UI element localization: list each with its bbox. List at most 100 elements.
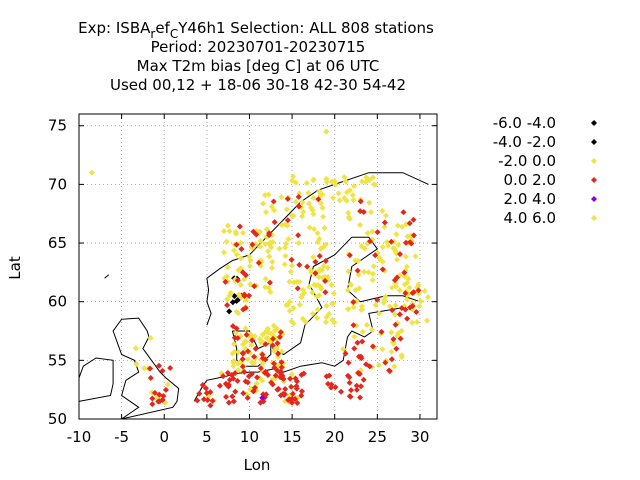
data-point [328,384,335,391]
data-point [278,364,285,371]
data-point [276,245,283,252]
data-point [390,340,397,347]
data-point [266,232,273,239]
y-tick-label: 55 [48,351,67,369]
legend-label: -4.0 -2.0 [493,133,556,151]
data-point [249,244,256,251]
data-point [417,298,424,305]
data-point [381,223,388,230]
data-point [393,345,400,352]
coastline-segment [104,274,110,279]
data-point [316,235,323,242]
data-point [351,333,358,340]
data-point [280,390,287,397]
data-point [203,389,210,396]
data-point [287,268,294,275]
data-point [238,246,245,253]
x-tick-label: 30 [410,428,429,446]
data-point [262,275,269,282]
data-point [241,368,248,375]
data-point [348,387,355,394]
data-point [412,253,419,260]
data-point [376,362,383,369]
data-point [283,206,290,213]
data-point [234,377,241,384]
data-point [234,277,241,284]
data-point [194,397,201,404]
data-point [379,258,386,265]
data-point [228,372,235,379]
y-tick-label: 65 [48,234,67,252]
data-point [318,285,325,292]
data-point [413,309,420,316]
data-point [415,290,422,297]
data-point [303,180,310,187]
data-point [289,399,296,406]
data-point [332,181,339,188]
data-point [288,262,295,269]
data-point [282,385,289,392]
data-point [288,212,295,219]
data-point [257,399,264,406]
data-point [394,222,401,229]
coastline-segment [193,359,344,402]
data-point [397,251,404,258]
data-point [345,306,352,313]
data-point [346,252,353,259]
data-point [230,398,237,405]
data-point [346,215,353,222]
legend-marker [591,120,597,126]
data-point [269,258,276,265]
data-point [392,321,399,328]
grid [79,114,437,419]
data-point [404,315,411,322]
data-point [307,267,314,274]
data-point [415,287,422,294]
data-point [257,365,264,372]
data-point [357,383,364,390]
data-point [379,346,386,353]
data-point [374,229,381,236]
data-point [326,310,333,317]
data-point [322,257,329,264]
data-point [310,176,317,183]
data-point [379,207,386,214]
data-point [354,267,361,274]
data-point [244,356,251,363]
data-point [250,228,257,235]
data-point [395,330,402,337]
y-tick-label: 70 [48,175,67,193]
data-point [367,238,374,245]
data-point [382,359,389,366]
data-point [266,279,273,286]
data-point [409,303,416,310]
data-point [351,183,358,190]
data-point [357,208,364,215]
data-point [251,283,258,290]
chart-title-line-3: Max T2m bias [deg C] at 06 UTC [137,57,380,75]
data-point [342,350,349,357]
data-point [308,204,315,211]
data-point [322,319,329,326]
data-point [402,253,409,260]
data-point [410,289,417,296]
data-point [299,199,306,206]
data-point [404,233,411,240]
data-point [287,375,294,382]
data-point [309,310,316,317]
data-point [416,303,423,310]
data-point [244,348,251,355]
data-point [256,228,263,235]
data-point [330,290,337,297]
data-point [271,360,278,367]
data-point [322,241,329,248]
data-point [271,207,278,214]
data-point [293,385,300,392]
data-point [224,369,231,376]
data-point [404,296,411,303]
data-point [246,263,253,270]
data-point [359,328,366,335]
data-point [224,302,231,309]
data-point [284,217,291,224]
